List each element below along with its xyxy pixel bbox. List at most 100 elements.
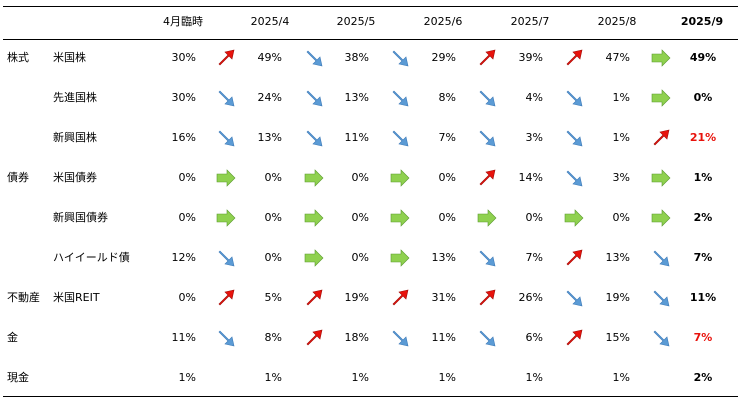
column-header: 2025/5: [336, 15, 376, 28]
arrow-down-right-icon: [214, 86, 238, 110]
arrow-right-icon: [649, 86, 673, 110]
final-allocation: 49%: [689, 51, 717, 64]
table-rule: [3, 6, 738, 7]
table-rule: [3, 396, 738, 397]
row-asset-name: 米国債券: [53, 171, 97, 184]
cell-value: 0%: [264, 251, 282, 264]
cell-value: 1%: [612, 371, 630, 384]
final-allocation: 11%: [689, 291, 717, 304]
cell-value: 4%: [525, 91, 543, 104]
arrow-down-right-icon: [214, 246, 238, 270]
cell-value: 29%: [431, 51, 456, 64]
cell-value: 7%: [525, 251, 543, 264]
column-header: 2025/8: [597, 15, 637, 28]
arrow-down-right-icon: [475, 246, 499, 270]
cell-value: 8%: [438, 91, 456, 104]
arrow-right-icon: [214, 166, 238, 190]
arrow-up-right-icon: [562, 46, 586, 70]
final-allocation: 0%: [693, 91, 713, 104]
arrow-up-right-icon: [214, 286, 238, 310]
cell-value: 49%: [257, 51, 282, 64]
cell-value: 24%: [257, 91, 282, 104]
cell-value: 3%: [612, 171, 630, 184]
row-category: 金: [7, 331, 18, 344]
arrow-right-icon: [649, 46, 673, 70]
row-category: 現金: [7, 371, 29, 384]
arrow-down-right-icon: [302, 126, 326, 150]
cell-value: 0%: [178, 171, 196, 184]
final-allocation: 2%: [693, 371, 713, 384]
cell-value: 18%: [344, 331, 369, 344]
column-header: 4月臨時: [163, 15, 203, 28]
arrow-right-icon: [302, 166, 326, 190]
arrow-down-right-icon: [475, 326, 499, 350]
arrow-down-right-icon: [302, 46, 326, 70]
cell-value: 1%: [438, 371, 456, 384]
row-asset-name: 先進国株: [53, 91, 97, 104]
arrow-right-icon: [649, 166, 673, 190]
arrow-right-icon: [214, 206, 238, 230]
arrow-up-right-icon: [302, 326, 326, 350]
cell-value: 1%: [351, 371, 369, 384]
cell-value: 1%: [612, 91, 630, 104]
cell-value: 16%: [171, 131, 196, 144]
cell-value: 7%: [438, 131, 456, 144]
cell-value: 0%: [178, 211, 196, 224]
arrow-down-right-icon: [475, 86, 499, 110]
cell-value: 1%: [612, 131, 630, 144]
cell-value: 11%: [171, 331, 196, 344]
arrow-right-icon: [302, 206, 326, 230]
cell-value: 1%: [178, 371, 196, 384]
arrow-up-right-icon: [388, 286, 412, 310]
cell-value: 0%: [351, 211, 369, 224]
cell-value: 30%: [171, 51, 196, 64]
arrow-right-icon: [388, 206, 412, 230]
column-header: 2025/6: [423, 15, 463, 28]
cell-value: 5%: [264, 291, 282, 304]
cell-value: 1%: [525, 371, 543, 384]
table-rule: [3, 39, 738, 40]
arrow-down-right-icon: [388, 86, 412, 110]
cell-value: 0%: [351, 251, 369, 264]
arrow-up-right-icon: [562, 326, 586, 350]
row-category: 不動産: [7, 291, 40, 304]
cell-value: 0%: [525, 211, 543, 224]
cell-value: 12%: [171, 251, 196, 264]
arrow-up-right-icon: [562, 246, 586, 270]
cell-value: 31%: [431, 291, 456, 304]
cell-value: 26%: [518, 291, 543, 304]
cell-value: 13%: [344, 91, 369, 104]
arrow-down-right-icon: [475, 126, 499, 150]
arrow-up-right-icon: [475, 166, 499, 190]
arrow-down-right-icon: [562, 86, 586, 110]
cell-value: 39%: [518, 51, 543, 64]
cell-value: 19%: [344, 291, 369, 304]
cell-value: 38%: [344, 51, 369, 64]
row-asset-name: 新興国債券: [53, 211, 108, 224]
arrow-right-icon: [388, 246, 412, 270]
arrow-right-icon: [475, 206, 499, 230]
arrow-down-right-icon: [562, 286, 586, 310]
arrow-up-right-icon: [475, 46, 499, 70]
cell-value: 0%: [178, 291, 196, 304]
row-asset-name: 米国REIT: [53, 291, 100, 304]
row-asset-name: 米国株: [53, 51, 86, 64]
arrow-down-right-icon: [649, 286, 673, 310]
arrow-down-right-icon: [649, 326, 673, 350]
cell-value: 0%: [264, 211, 282, 224]
cell-value: 0%: [438, 211, 456, 224]
arrow-up-right-icon: [214, 46, 238, 70]
final-allocation: 1%: [693, 171, 713, 184]
arrow-down-right-icon: [388, 46, 412, 70]
arrow-right-icon: [649, 206, 673, 230]
arrow-down-right-icon: [649, 246, 673, 270]
row-asset-name: ハイイールド債: [53, 251, 130, 264]
column-header: 2025/9: [680, 15, 724, 28]
cell-value: 6%: [525, 331, 543, 344]
arrow-down-right-icon: [562, 126, 586, 150]
cell-value: 47%: [605, 51, 630, 64]
cell-value: 0%: [438, 171, 456, 184]
cell-value: 14%: [518, 171, 543, 184]
cell-value: 30%: [171, 91, 196, 104]
cell-value: 13%: [605, 251, 630, 264]
